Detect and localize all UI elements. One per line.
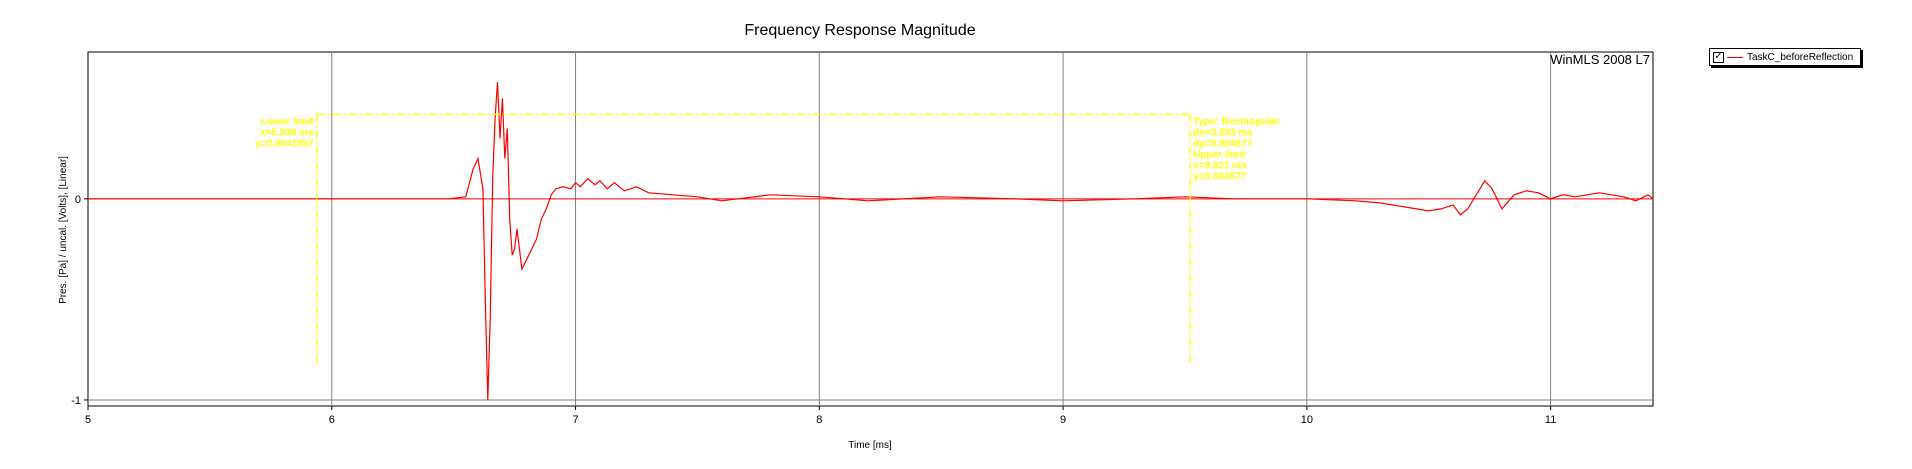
legend: ✓ TaskC_beforeReflection	[1709, 48, 1861, 66]
y-axis-label: Pres. [Pa] / uncal. [Volts], [Linear]	[58, 156, 69, 304]
x-tick-labels: 5 6 7 8 9 10 11	[85, 414, 1556, 426]
y-tick-label: -1	[71, 395, 81, 407]
plot-frame	[87, 51, 1654, 407]
x-tick-label: 10	[1301, 414, 1313, 426]
chart-title: Frequency Response Magnitude	[744, 22, 975, 39]
x-axis-label: Time [ms]	[848, 440, 892, 451]
y-tick-label: 0	[75, 194, 81, 206]
legend-label: TaskC_beforeReflection	[1747, 51, 1854, 63]
cursor-label-line: Lower limit	[261, 116, 314, 127]
cursor-label-line: y=0.0041057	[255, 138, 314, 149]
grid	[84, 52, 1653, 410]
cursor-label-line: Upper limit	[1193, 149, 1246, 160]
x-tick-label: 5	[85, 414, 91, 426]
watermark: WinMLS 2008 L7	[1550, 52, 1650, 67]
x-tick-label: 9	[1060, 414, 1066, 426]
x-tick-label: 7	[572, 414, 578, 426]
cursor-label-line: dx=3.583 ms	[1193, 127, 1253, 138]
y-tick-labels: 0 -1	[71, 194, 81, 407]
x-tick-label: 11	[1545, 414, 1556, 426]
cursor-label-line: x=9.521 ms	[1193, 160, 1247, 171]
cursor-label-line: y=0.004577	[1193, 171, 1247, 182]
x-tick-label: 6	[329, 414, 335, 426]
legend-line-swatch	[1727, 56, 1743, 58]
cursor-label-line: dy=0.004677	[1193, 138, 1253, 149]
series-line	[88, 82, 1654, 401]
legend-checkbox[interactable]: ✓	[1713, 51, 1724, 63]
x-tick-label: 8	[816, 414, 822, 426]
cursor-label-line: Type: Rectangular	[1193, 116, 1280, 127]
cursor-label-line: x=5.938 ms	[260, 127, 314, 138]
series-group	[88, 82, 1654, 401]
